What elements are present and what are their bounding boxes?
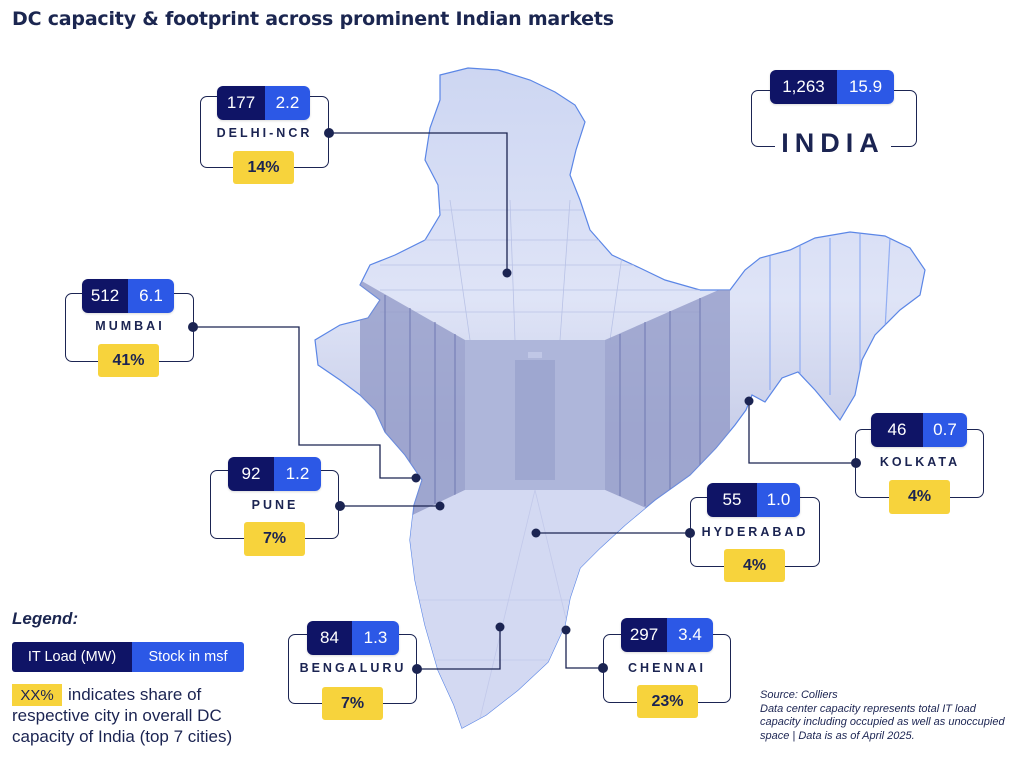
hyderabad-location-dot (531, 528, 541, 538)
mumbai-connector (193, 326, 416, 479)
bengaluru-card-dot (412, 664, 422, 674)
chennai-it-load: 297 (621, 618, 667, 652)
bengaluru-location-dot (495, 622, 505, 632)
mumbai-values: 512 6.1 (82, 279, 174, 313)
india-values: 1,263 15.9 (770, 70, 894, 104)
chennai-values: 297 3.4 (621, 618, 713, 652)
bengaluru-it-load: 84 (307, 621, 352, 655)
chennai-share: 23% (637, 685, 698, 718)
delhi-card-dot (324, 128, 334, 138)
legend-key: IT Load (MW) Stock in msf (12, 642, 244, 672)
mumbai-it-load: 512 (82, 279, 128, 313)
legend-title: Legend: (12, 609, 79, 628)
bengaluru-share: 7% (322, 687, 383, 720)
page-title: DC capacity & footprint across prominent… (12, 8, 614, 30)
hyderabad-name: HYDERABAD (700, 525, 810, 539)
bengaluru-values: 84 1.3 (307, 621, 399, 655)
bengaluru-connector (417, 627, 501, 670)
hyderabad-values: 55 1.0 (707, 483, 800, 517)
kolkata-name: KOLKATA (870, 455, 970, 469)
chennai-stock: 3.4 (667, 618, 713, 652)
kolkata-share: 4% (889, 480, 950, 514)
pune-share: 7% (244, 522, 305, 556)
connector-lines (193, 132, 856, 670)
delhi-name: DELHI-NCR (214, 126, 315, 140)
source-note: Source: Colliers Data center capacity re… (760, 689, 1010, 743)
pune-name: PUNE (240, 498, 310, 512)
pune-location-dot (435, 501, 445, 511)
legend-stock-label: Stock in msf (132, 642, 244, 672)
delhi-values: 177 2.2 (217, 86, 310, 120)
legend-share-description: indicates share of respective city in ov… (12, 685, 233, 746)
delhi-connector (329, 132, 508, 273)
legend-it-load-label: IT Load (MW) (12, 642, 132, 672)
source-footnote: Data center capacity represents total IT… (760, 702, 1005, 742)
delhi-location-dot (502, 268, 512, 278)
india-it-load: 1,263 (770, 70, 837, 104)
chennai-location-dot (561, 625, 571, 635)
mumbai-location-dot (411, 473, 421, 483)
pune-values: 92 1.2 (228, 457, 321, 491)
mumbai-name: MUMBAI (84, 319, 176, 333)
legend-share-sample: XX% (12, 684, 62, 706)
delhi-it-load: 177 (217, 86, 265, 120)
india-stock: 15.9 (837, 70, 894, 104)
kolkata-it-load: 46 (871, 413, 923, 447)
mumbai-stock: 6.1 (128, 279, 174, 313)
chennai-connector (565, 630, 603, 669)
india-label: INDIA (775, 128, 891, 159)
pune-stock: 1.2 (274, 457, 321, 491)
mumbai-share: 41% (98, 344, 159, 377)
kolkata-values: 46 0.7 (871, 413, 967, 447)
hyderabad-share: 4% (724, 549, 785, 582)
bengaluru-name: BENGALURU (298, 661, 408, 675)
source-line: Source: Colliers (760, 689, 838, 701)
kolkata-card-dot (851, 458, 861, 468)
kolkata-connector (748, 401, 856, 464)
kolkata-location-dot (744, 396, 754, 406)
delhi-stock: 2.2 (265, 86, 310, 120)
hyderabad-it-load: 55 (707, 483, 757, 517)
delhi-share: 14% (233, 151, 294, 184)
chennai-name: CHENNAI (621, 661, 713, 675)
bengaluru-stock: 1.3 (352, 621, 399, 655)
hyderabad-stock: 1.0 (757, 483, 800, 517)
pune-it-load: 92 (228, 457, 274, 491)
pune-card-dot (335, 501, 345, 511)
kolkata-stock: 0.7 (923, 413, 967, 447)
